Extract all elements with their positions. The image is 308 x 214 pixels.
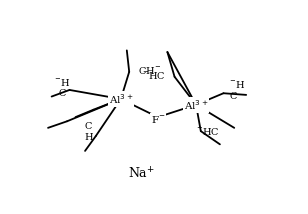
Text: $^{-}$HC: $^{-}$HC [142,70,165,81]
Text: $^{-}$H
C: $^{-}$H C [54,77,71,98]
Text: F$^{-}$: F$^{-}$ [151,114,165,125]
Text: $^{-}$HC: $^{-}$HC [196,126,220,137]
Text: $^{-}$H
C: $^{-}$H C [229,79,246,101]
Text: CH$^{-}$: CH$^{-}$ [138,65,160,76]
Text: Al$^{3+}$: Al$^{3+}$ [184,98,208,112]
Text: Na$^{+}$: Na$^{+}$ [128,166,155,182]
Text: C
H: C H [84,122,93,142]
Text: Al$^{3+}$: Al$^{3+}$ [109,92,133,106]
